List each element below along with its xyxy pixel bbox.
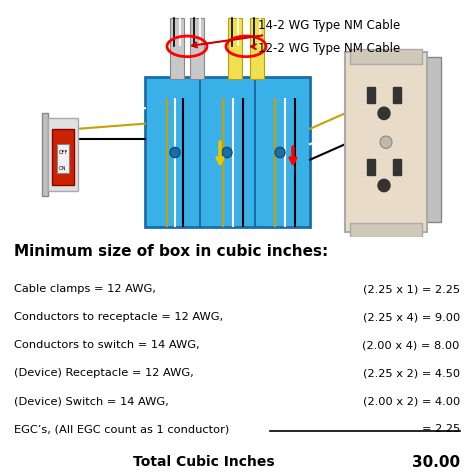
Circle shape	[222, 147, 232, 158]
Bar	[145, 77, 310, 227]
Text: (2.00 x 2) = 4.00: (2.00 x 2) = 4.00	[363, 396, 460, 406]
Bar	[350, 223, 422, 237]
Bar	[367, 159, 375, 175]
Text: EGC’s, (All EGC count as 1 conductor): EGC’s, (All EGC count as 1 conductor)	[14, 424, 229, 434]
Bar	[42, 113, 48, 196]
Text: (Device) Switch = 14 AWG,: (Device) Switch = 14 AWG,	[14, 396, 169, 406]
Bar	[345, 52, 427, 232]
Bar	[250, 18, 264, 79]
Circle shape	[378, 107, 390, 119]
Bar	[48, 118, 78, 191]
Text: Minimum size of box in cubic inches:: Minimum size of box in cubic inches:	[14, 244, 328, 259]
Circle shape	[380, 136, 392, 148]
Text: (2.25 x 1) = 2.25: (2.25 x 1) = 2.25	[363, 284, 460, 294]
Bar	[170, 18, 184, 79]
Text: Cable clamps = 12 AWG,: Cable clamps = 12 AWG,	[14, 284, 156, 294]
Text: = 2.25: = 2.25	[421, 424, 460, 434]
Text: 14-2 WG Type NM Cable: 14-2 WG Type NM Cable	[192, 19, 400, 47]
Text: ON: ON	[59, 166, 67, 172]
Text: Conductors to receptacle = 12 AWG,: Conductors to receptacle = 12 AWG,	[14, 312, 223, 322]
Bar	[393, 87, 401, 103]
Text: 12-2 WG Type NM Cable: 12-2 WG Type NM Cable	[251, 42, 400, 55]
Bar	[190, 18, 204, 79]
Text: (2.25 x 2) = 4.50: (2.25 x 2) = 4.50	[363, 368, 460, 378]
Bar	[425, 57, 441, 221]
Circle shape	[378, 179, 390, 191]
Text: (2.00 x 4) = 8.00: (2.00 x 4) = 8.00	[363, 340, 460, 350]
Bar	[52, 129, 74, 185]
Bar	[393, 159, 401, 175]
Circle shape	[275, 147, 285, 158]
Bar	[350, 49, 422, 64]
Text: 30.00: 30.00	[411, 455, 460, 470]
Text: (2.25 x 4) = 9.00: (2.25 x 4) = 9.00	[363, 312, 460, 322]
Bar	[57, 144, 69, 173]
Text: OFF: OFF	[58, 150, 68, 155]
Bar	[367, 87, 375, 103]
Text: Conductors to switch = 14 AWG,: Conductors to switch = 14 AWG,	[14, 340, 200, 350]
Text: Total Cubic Inches: Total Cubic Inches	[133, 455, 275, 469]
Bar	[228, 18, 242, 79]
Text: (Device) Receptacle = 12 AWG,: (Device) Receptacle = 12 AWG,	[14, 368, 194, 378]
Circle shape	[170, 147, 180, 158]
